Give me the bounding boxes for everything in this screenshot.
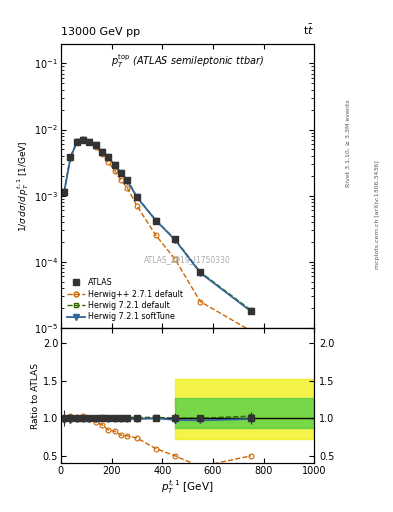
- Text: ATLAS_2019_I1750330: ATLAS_2019_I1750330: [144, 255, 231, 264]
- Legend: ATLAS, Herwig++ 2.7.1 default, Herwig 7.2.1 default, Herwig 7.2.1 softTune: ATLAS, Herwig++ 2.7.1 default, Herwig 7.…: [65, 276, 186, 324]
- Text: $p_T^{\mathrm{top}}$ (ATLAS semileptonic ttbar): $p_T^{\mathrm{top}}$ (ATLAS semileptonic…: [111, 52, 264, 70]
- Text: mcplots.cern.ch [arXiv:1306.3436]: mcplots.cern.ch [arXiv:1306.3436]: [375, 161, 380, 269]
- Y-axis label: Ratio to ATLAS: Ratio to ATLAS: [31, 362, 40, 429]
- Y-axis label: $1 / \sigma\, d\sigma / d\, p_T^{t,1}\;[1/\mathrm{GeV}]$: $1 / \sigma\, d\sigma / d\, p_T^{t,1}\;[…: [16, 140, 31, 231]
- X-axis label: $p_T^{t,1}$ [GeV]: $p_T^{t,1}$ [GeV]: [161, 479, 214, 496]
- Text: 13000 GeV pp: 13000 GeV pp: [61, 27, 140, 37]
- Text: Rivet 3.1.10, ≥ 3.3M events: Rivet 3.1.10, ≥ 3.3M events: [345, 99, 350, 187]
- Text: t$\bar{t}$: t$\bar{t}$: [303, 23, 314, 37]
